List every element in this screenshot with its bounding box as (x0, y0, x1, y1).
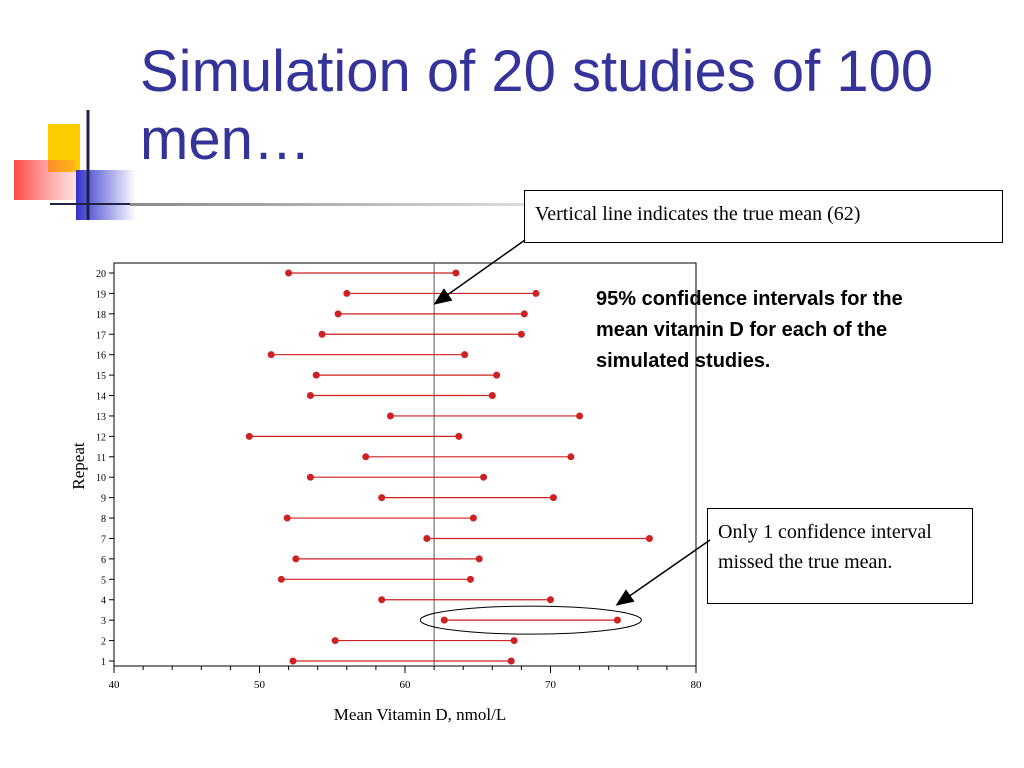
y-tick-label: 2 (101, 637, 106, 648)
y-tick-label: 12 (96, 432, 106, 443)
y-tick-label: 3 (101, 616, 106, 627)
y-tick-label: 15 (96, 371, 106, 382)
interval-upper-point (475, 555, 483, 563)
interval-lower-point (378, 596, 386, 604)
interval-upper-point (520, 310, 528, 318)
interval-lower-point (285, 269, 293, 277)
description-note: 95% confidence intervals for the mean vi… (596, 288, 903, 372)
interval-lower-point (267, 351, 275, 359)
y-tick-label: 17 (96, 330, 106, 341)
interval-upper-point (480, 473, 488, 481)
interval-upper-point (507, 657, 515, 665)
y-tick-label: 4 (101, 596, 106, 607)
y-axis-label: Repeat (69, 442, 88, 489)
slide-title: Simulation of 20 studies of 100 men… (140, 39, 934, 172)
interval-lower-point (306, 473, 314, 481)
interval-lower-point (343, 289, 351, 297)
interval-upper-point (455, 432, 463, 440)
y-tick-label: 13 (96, 412, 106, 423)
interval-upper-point (510, 637, 518, 645)
x-tick-label: 80 (691, 679, 703, 691)
interval-lower-point (318, 330, 326, 338)
interval-lower-point (292, 555, 300, 563)
interval-upper-point (532, 289, 540, 297)
y-tick-label: 11 (96, 453, 106, 464)
y-tick-label: 16 (96, 351, 106, 362)
missed-interval-callout: Only 1 confidence interval missed the tr… (707, 508, 973, 604)
interval-lower-point (289, 657, 297, 665)
missed-interval-highlight (419, 605, 642, 635)
interval-upper-point (461, 351, 469, 359)
interval-lower-point (277, 575, 285, 583)
y-tick-label: 6 (101, 555, 106, 566)
interval-upper-point (493, 371, 501, 379)
interval-upper-point (466, 575, 474, 583)
interval-lower-point (386, 412, 394, 420)
x-tick-label: 40 (109, 679, 121, 691)
interval-lower-point (331, 637, 339, 645)
true-mean-callout: Vertical line indicates the true mean (6… (524, 190, 1003, 243)
y-tick-label: 7 (101, 534, 106, 545)
y-tick-label: 18 (96, 310, 106, 321)
interval-lower-point (440, 616, 448, 624)
y-tick-label: 19 (96, 289, 106, 300)
x-axis-label: Mean Vitamin D, nmol/L (334, 705, 506, 724)
y-tick-label: 14 (96, 392, 106, 403)
interval-upper-point (645, 534, 653, 542)
interval-upper-point (452, 269, 460, 277)
y-tick-label: 8 (101, 514, 106, 525)
x-tick-label: 50 (254, 679, 266, 691)
interval-upper-point (567, 453, 575, 461)
x-tick-label: 70 (545, 679, 557, 691)
true-mean-callout-text: Vertical line indicates the true mean (6… (535, 203, 861, 225)
interval-upper-point (549, 494, 557, 502)
x-tick-label: 60 (400, 679, 412, 691)
interval-lower-point (362, 453, 370, 461)
interval-lower-point (312, 371, 320, 379)
decorative-corner-graphic (0, 110, 180, 230)
interval-upper-point (547, 596, 554, 604)
interval-upper-point (469, 514, 477, 522)
y-tick-label: 20 (96, 269, 106, 280)
missed-interval-callout-text: Only 1 confidence interval missed the tr… (718, 521, 932, 573)
interval-lower-point (283, 514, 291, 522)
y-tick-label: 5 (101, 575, 106, 586)
title-rule (130, 203, 530, 206)
interval-lower-point (334, 310, 342, 318)
interval-upper-point (613, 616, 621, 624)
y-tick-label: 9 (101, 494, 106, 505)
y-tick-label: 1 (101, 657, 106, 668)
interval-upper-point (576, 412, 584, 420)
interval-lower-point (423, 534, 431, 542)
interval-lower-point (245, 432, 253, 440)
interval-upper-point (517, 330, 525, 338)
y-tick-label: 10 (96, 473, 106, 484)
interval-lower-point (378, 494, 386, 502)
interval-lower-point (306, 392, 314, 400)
interval-upper-point (488, 392, 496, 400)
